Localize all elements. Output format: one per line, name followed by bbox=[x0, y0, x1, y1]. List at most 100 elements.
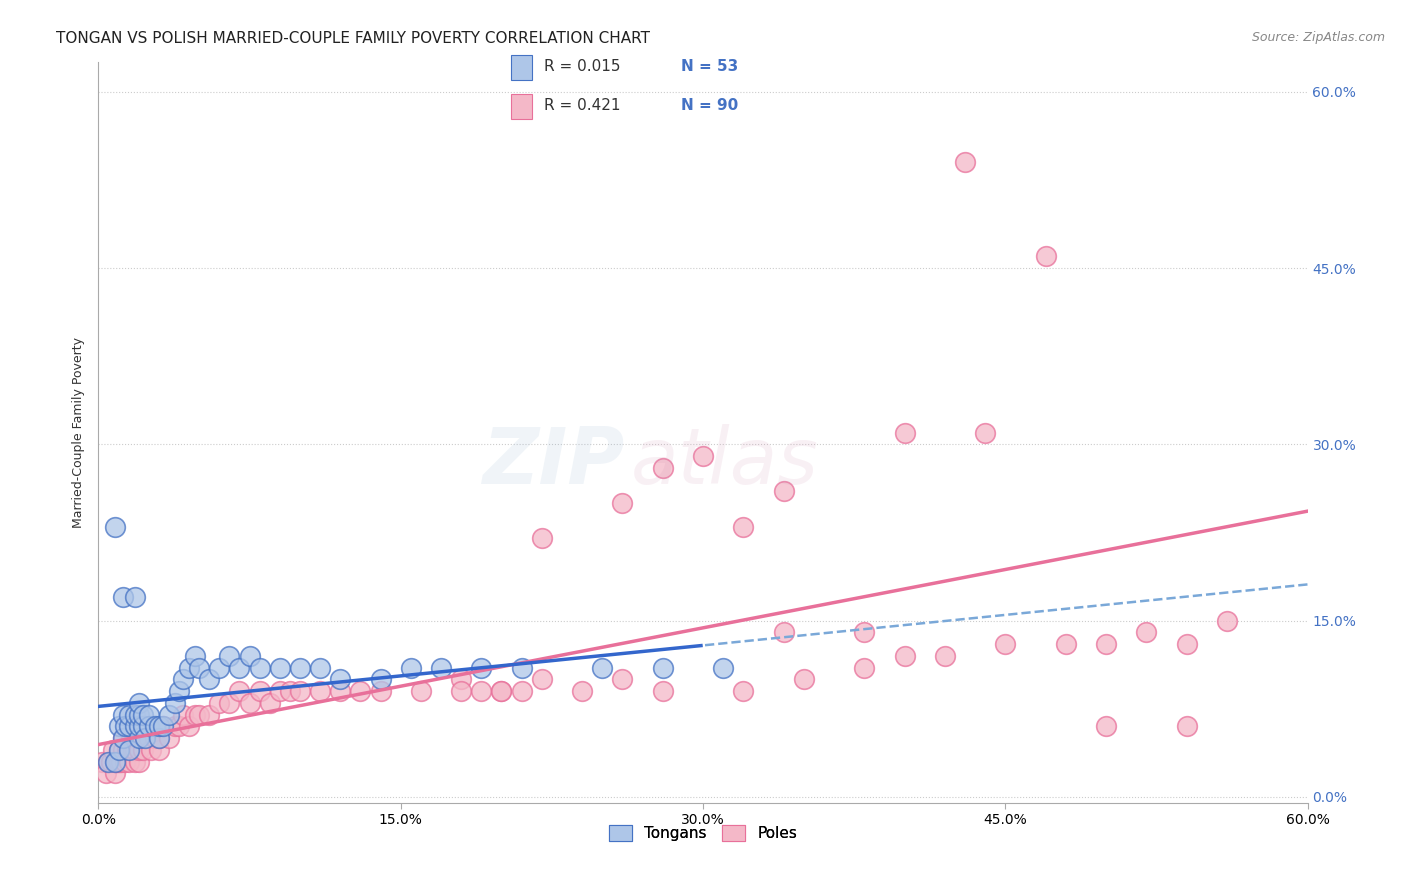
Point bbox=[132, 707, 155, 722]
Point bbox=[259, 696, 281, 710]
Point bbox=[167, 719, 190, 733]
Point bbox=[370, 673, 392, 687]
Point bbox=[184, 707, 207, 722]
Point bbox=[138, 731, 160, 746]
Point bbox=[1175, 637, 1198, 651]
Point bbox=[571, 684, 593, 698]
Point bbox=[409, 684, 432, 698]
Point bbox=[124, 743, 146, 757]
Point bbox=[249, 660, 271, 674]
Point bbox=[530, 673, 553, 687]
Point bbox=[370, 684, 392, 698]
Point bbox=[733, 519, 755, 533]
Point bbox=[157, 731, 180, 746]
Point bbox=[430, 660, 453, 674]
Point bbox=[148, 731, 170, 746]
Text: R = 0.015: R = 0.015 bbox=[544, 59, 621, 74]
Point bbox=[139, 743, 162, 757]
Point bbox=[143, 731, 166, 746]
Point bbox=[118, 719, 141, 733]
Point bbox=[105, 755, 128, 769]
Point bbox=[152, 719, 174, 733]
Point bbox=[450, 673, 472, 687]
Point bbox=[278, 684, 301, 698]
Point bbox=[1175, 719, 1198, 733]
Text: ZIP: ZIP bbox=[482, 425, 624, 500]
Point bbox=[114, 719, 136, 733]
Point bbox=[134, 731, 156, 746]
Point bbox=[329, 673, 352, 687]
Point bbox=[107, 743, 129, 757]
Point bbox=[110, 755, 132, 769]
Point bbox=[114, 755, 136, 769]
Point bbox=[134, 731, 156, 746]
Point bbox=[591, 660, 613, 674]
Point bbox=[218, 648, 240, 663]
Point bbox=[1095, 719, 1118, 733]
Point bbox=[118, 743, 141, 757]
Point bbox=[772, 625, 794, 640]
Point bbox=[228, 660, 250, 674]
Point bbox=[853, 660, 876, 674]
Point bbox=[269, 660, 291, 674]
Point bbox=[128, 696, 150, 710]
Point bbox=[309, 684, 332, 698]
Point bbox=[128, 755, 150, 769]
Point bbox=[148, 743, 170, 757]
Legend: Tongans, Poles: Tongans, Poles bbox=[603, 819, 803, 847]
Point bbox=[179, 719, 201, 733]
Point bbox=[124, 590, 146, 604]
Point bbox=[100, 755, 122, 769]
Point bbox=[125, 731, 148, 746]
Point bbox=[184, 648, 207, 663]
Point bbox=[111, 707, 134, 722]
Point bbox=[399, 660, 422, 674]
Point bbox=[132, 719, 155, 733]
Point bbox=[612, 496, 634, 510]
Text: R = 0.421: R = 0.421 bbox=[544, 98, 621, 113]
Point bbox=[893, 425, 915, 440]
Point bbox=[239, 696, 262, 710]
Point bbox=[96, 766, 118, 780]
Point bbox=[167, 684, 190, 698]
Text: TONGAN VS POLISH MARRIED-COUPLE FAMILY POVERTY CORRELATION CHART: TONGAN VS POLISH MARRIED-COUPLE FAMILY P… bbox=[56, 31, 650, 46]
Point bbox=[128, 743, 150, 757]
Text: N = 53: N = 53 bbox=[681, 59, 738, 74]
Point bbox=[157, 707, 180, 722]
Point bbox=[309, 660, 332, 674]
Point bbox=[651, 684, 673, 698]
Point bbox=[163, 696, 186, 710]
Point bbox=[124, 755, 146, 769]
Point bbox=[208, 660, 231, 674]
Point bbox=[103, 755, 125, 769]
FancyBboxPatch shape bbox=[512, 54, 533, 80]
Point bbox=[269, 684, 291, 698]
Text: atlas: atlas bbox=[630, 425, 818, 500]
Point bbox=[651, 461, 673, 475]
Text: Source: ZipAtlas.com: Source: ZipAtlas.com bbox=[1251, 31, 1385, 45]
Point bbox=[711, 660, 734, 674]
FancyBboxPatch shape bbox=[512, 94, 533, 120]
Point bbox=[188, 707, 211, 722]
Point bbox=[510, 684, 533, 698]
Point bbox=[148, 731, 170, 746]
Point bbox=[1054, 637, 1077, 651]
Point bbox=[288, 660, 311, 674]
Point bbox=[179, 660, 201, 674]
Point bbox=[129, 731, 152, 746]
Point bbox=[208, 696, 231, 710]
Point bbox=[188, 660, 211, 674]
Point bbox=[651, 660, 673, 674]
Point bbox=[733, 684, 755, 698]
Point bbox=[198, 707, 221, 722]
Point bbox=[103, 755, 125, 769]
Point bbox=[491, 684, 513, 698]
Point bbox=[111, 731, 134, 746]
Point bbox=[101, 743, 124, 757]
Point bbox=[111, 743, 134, 757]
Point bbox=[1216, 614, 1239, 628]
Point bbox=[138, 707, 160, 722]
Point bbox=[470, 660, 492, 674]
Point bbox=[329, 684, 352, 698]
Point bbox=[118, 707, 141, 722]
